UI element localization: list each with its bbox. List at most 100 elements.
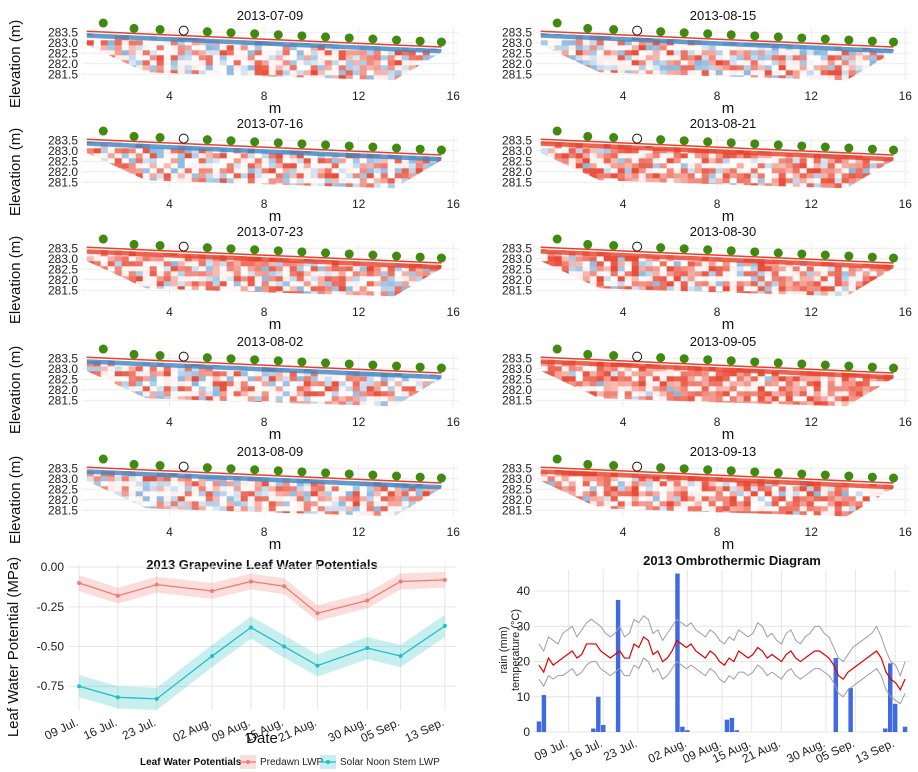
ert-cell <box>240 261 249 267</box>
ert-cell <box>142 65 151 71</box>
ert-cell <box>625 188 633 194</box>
ert-cell <box>408 271 417 277</box>
ert-cell <box>122 406 129 412</box>
ert-cell <box>296 281 305 287</box>
ert-cell <box>862 65 871 71</box>
ert-cell <box>792 178 801 184</box>
ert-cell <box>624 148 633 154</box>
ert-cell <box>170 55 179 61</box>
ert-cell <box>540 256 549 262</box>
electrode-marker <box>344 359 354 369</box>
ert-cell <box>121 401 130 407</box>
ert-cell <box>610 281 619 287</box>
ert-cell <box>191 481 200 487</box>
ert-cell <box>583 80 591 86</box>
ert-cell <box>324 511 333 517</box>
electrode-marker <box>321 358 331 368</box>
ert-cell <box>198 40 207 46</box>
ert-cell <box>778 183 787 189</box>
ert-cell <box>304 406 312 412</box>
ert-cell <box>582 45 591 51</box>
ert-cell <box>757 178 766 184</box>
ert-cell <box>331 50 340 56</box>
ert-cell <box>128 491 137 497</box>
ert-cell <box>191 148 200 154</box>
ert-cell <box>345 486 354 492</box>
ert-cell <box>212 141 221 144</box>
ert-cell <box>156 65 165 71</box>
ert-cell <box>603 60 612 66</box>
ert-cell <box>240 65 249 71</box>
ert-cell <box>192 516 200 522</box>
ert-cell <box>170 261 179 267</box>
ert-cell <box>799 65 808 71</box>
ert-cell <box>785 249 794 252</box>
ert-cell <box>387 173 396 179</box>
ert-cell <box>841 70 850 76</box>
ert-cell <box>757 50 766 56</box>
y-tick-label: 281.5 <box>48 393 78 407</box>
ert-cell <box>149 261 158 267</box>
ert-cell <box>778 173 787 179</box>
ert-cell <box>582 376 591 382</box>
ert-cell <box>681 188 689 194</box>
ert-cell <box>268 511 277 517</box>
ert-cell <box>792 163 801 169</box>
ert-cell <box>345 276 354 282</box>
ert-cell <box>387 376 396 382</box>
ert-cell <box>135 75 144 81</box>
ert-cell <box>296 153 305 159</box>
surface-strip <box>86 33 442 54</box>
ert-cell <box>876 173 885 179</box>
ert-cell <box>884 188 892 194</box>
ert-cell <box>715 286 724 292</box>
ert-cell <box>862 50 871 56</box>
ert-cell <box>212 286 221 292</box>
ert-cell <box>659 271 668 277</box>
ert-cell <box>275 173 284 179</box>
ert-cell <box>114 183 123 189</box>
ert-cell <box>792 75 801 81</box>
ert-cell <box>631 281 640 287</box>
ert-cell <box>834 33 843 36</box>
ert-cell <box>638 168 647 174</box>
ert-cell <box>366 75 375 81</box>
ert-cell <box>603 261 612 267</box>
ert-cell <box>422 178 431 184</box>
ert-cell <box>771 60 780 66</box>
ert-cell <box>694 141 703 144</box>
ert-cell <box>401 35 410 41</box>
ert-cell <box>248 516 256 522</box>
ert-cell <box>128 75 137 81</box>
ert-cell <box>589 256 598 262</box>
ert-cell <box>617 371 626 377</box>
ert-cell <box>813 266 822 272</box>
ert-cell <box>429 286 438 292</box>
ert-cell <box>540 281 549 287</box>
ert-cell <box>394 401 403 407</box>
ert-cell <box>841 178 850 184</box>
ert-cell <box>108 516 116 522</box>
ert-cell <box>408 286 417 292</box>
ert-cell <box>100 511 109 517</box>
ert-cell <box>659 168 668 174</box>
ert-cell <box>695 188 703 194</box>
ert-cell <box>163 486 172 492</box>
ert-cell <box>610 65 619 71</box>
ert-cell <box>415 271 424 277</box>
ert-cell <box>114 511 123 517</box>
ert-cell <box>177 491 186 497</box>
ert-cell <box>436 65 442 71</box>
ert-cell <box>170 486 179 492</box>
ert-cell <box>205 286 214 292</box>
ert-cell <box>827 178 836 184</box>
ert-cell <box>121 65 130 71</box>
ert-cell <box>869 33 878 36</box>
ert-cell <box>275 45 284 51</box>
ert-cell <box>191 153 200 159</box>
ert-cell <box>121 481 130 487</box>
ert-cell <box>268 376 277 382</box>
ert-cell <box>317 506 326 512</box>
ert-cell <box>785 178 794 184</box>
ert-cell <box>771 281 780 287</box>
